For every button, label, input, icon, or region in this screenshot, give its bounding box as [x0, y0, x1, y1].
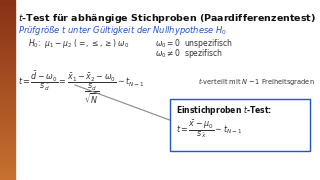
Bar — [0, 4, 15, 9]
Bar — [0, 68, 15, 72]
Bar — [0, 94, 15, 99]
Text: Einstichproben $t$-Test:: Einstichproben $t$-Test: — [176, 104, 272, 117]
Bar — [0, 90, 15, 94]
Bar — [0, 103, 15, 108]
Bar — [0, 86, 15, 90]
FancyBboxPatch shape — [170, 99, 310, 151]
Bar — [0, 0, 15, 4]
Text: $\omega_0 = 0$  unspezifisch: $\omega_0 = 0$ unspezifisch — [155, 37, 233, 50]
Bar — [0, 166, 15, 171]
Bar — [0, 171, 15, 176]
Text: $t = \dfrac{\bar{x} - \mu_0}{s_{\bar{x}}} \sim t_{N-1}$: $t = \dfrac{\bar{x} - \mu_0}{s_{\bar{x}}… — [176, 118, 243, 140]
Bar — [0, 54, 15, 58]
Bar — [0, 176, 15, 180]
Bar — [0, 81, 15, 86]
Text: $\omega_0 \neq 0$  spezifisch: $\omega_0 \neq 0$ spezifisch — [155, 47, 223, 60]
Bar — [0, 50, 15, 54]
Bar — [0, 9, 15, 14]
Text: $t = \dfrac{\bar{d} - \omega_0}{s_{\bar{d}}} = \dfrac{\bar{x}_1 - \bar{x}_2 - \o: $t = \dfrac{\bar{d} - \omega_0}{s_{\bar{… — [18, 70, 145, 106]
Bar — [0, 36, 15, 40]
Bar — [0, 27, 15, 32]
Text: Prüfgröße $t$ unter Gültigkeit der Nullhypothese $H_0$: Prüfgröße $t$ unter Gültigkeit der Nullh… — [18, 24, 227, 37]
Bar — [0, 122, 15, 126]
Bar — [0, 158, 15, 162]
Bar — [0, 63, 15, 68]
Text: $H_0$:  $\mu_1 - \mu_2\ (=,\leq,\geq)\ \omega_0$: $H_0$: $\mu_1 - \mu_2\ (=,\leq,\geq)\ \o… — [28, 37, 130, 50]
Bar — [0, 153, 15, 158]
Bar — [0, 58, 15, 63]
Text: $t$-verteilt mit $N-1$ Freiheitsgraden: $t$-verteilt mit $N-1$ Freiheitsgraden — [198, 76, 315, 87]
Bar — [0, 140, 15, 144]
Bar — [0, 22, 15, 27]
Bar — [0, 126, 15, 130]
Bar — [0, 72, 15, 76]
Bar — [0, 40, 15, 45]
Bar — [0, 112, 15, 117]
Bar — [0, 45, 15, 50]
Bar — [0, 14, 15, 18]
Bar — [0, 144, 15, 148]
Bar — [0, 18, 15, 22]
Bar — [0, 76, 15, 81]
Bar — [0, 108, 15, 112]
Text: $t$-Test für abhängige Stichproben (Paardifferenzentest): $t$-Test für abhängige Stichproben (Paar… — [18, 12, 316, 25]
Bar — [0, 99, 15, 104]
Bar — [0, 148, 15, 153]
Bar — [0, 130, 15, 135]
Bar — [0, 117, 15, 122]
Bar — [0, 162, 15, 166]
Bar — [0, 31, 15, 36]
Bar — [0, 135, 15, 140]
